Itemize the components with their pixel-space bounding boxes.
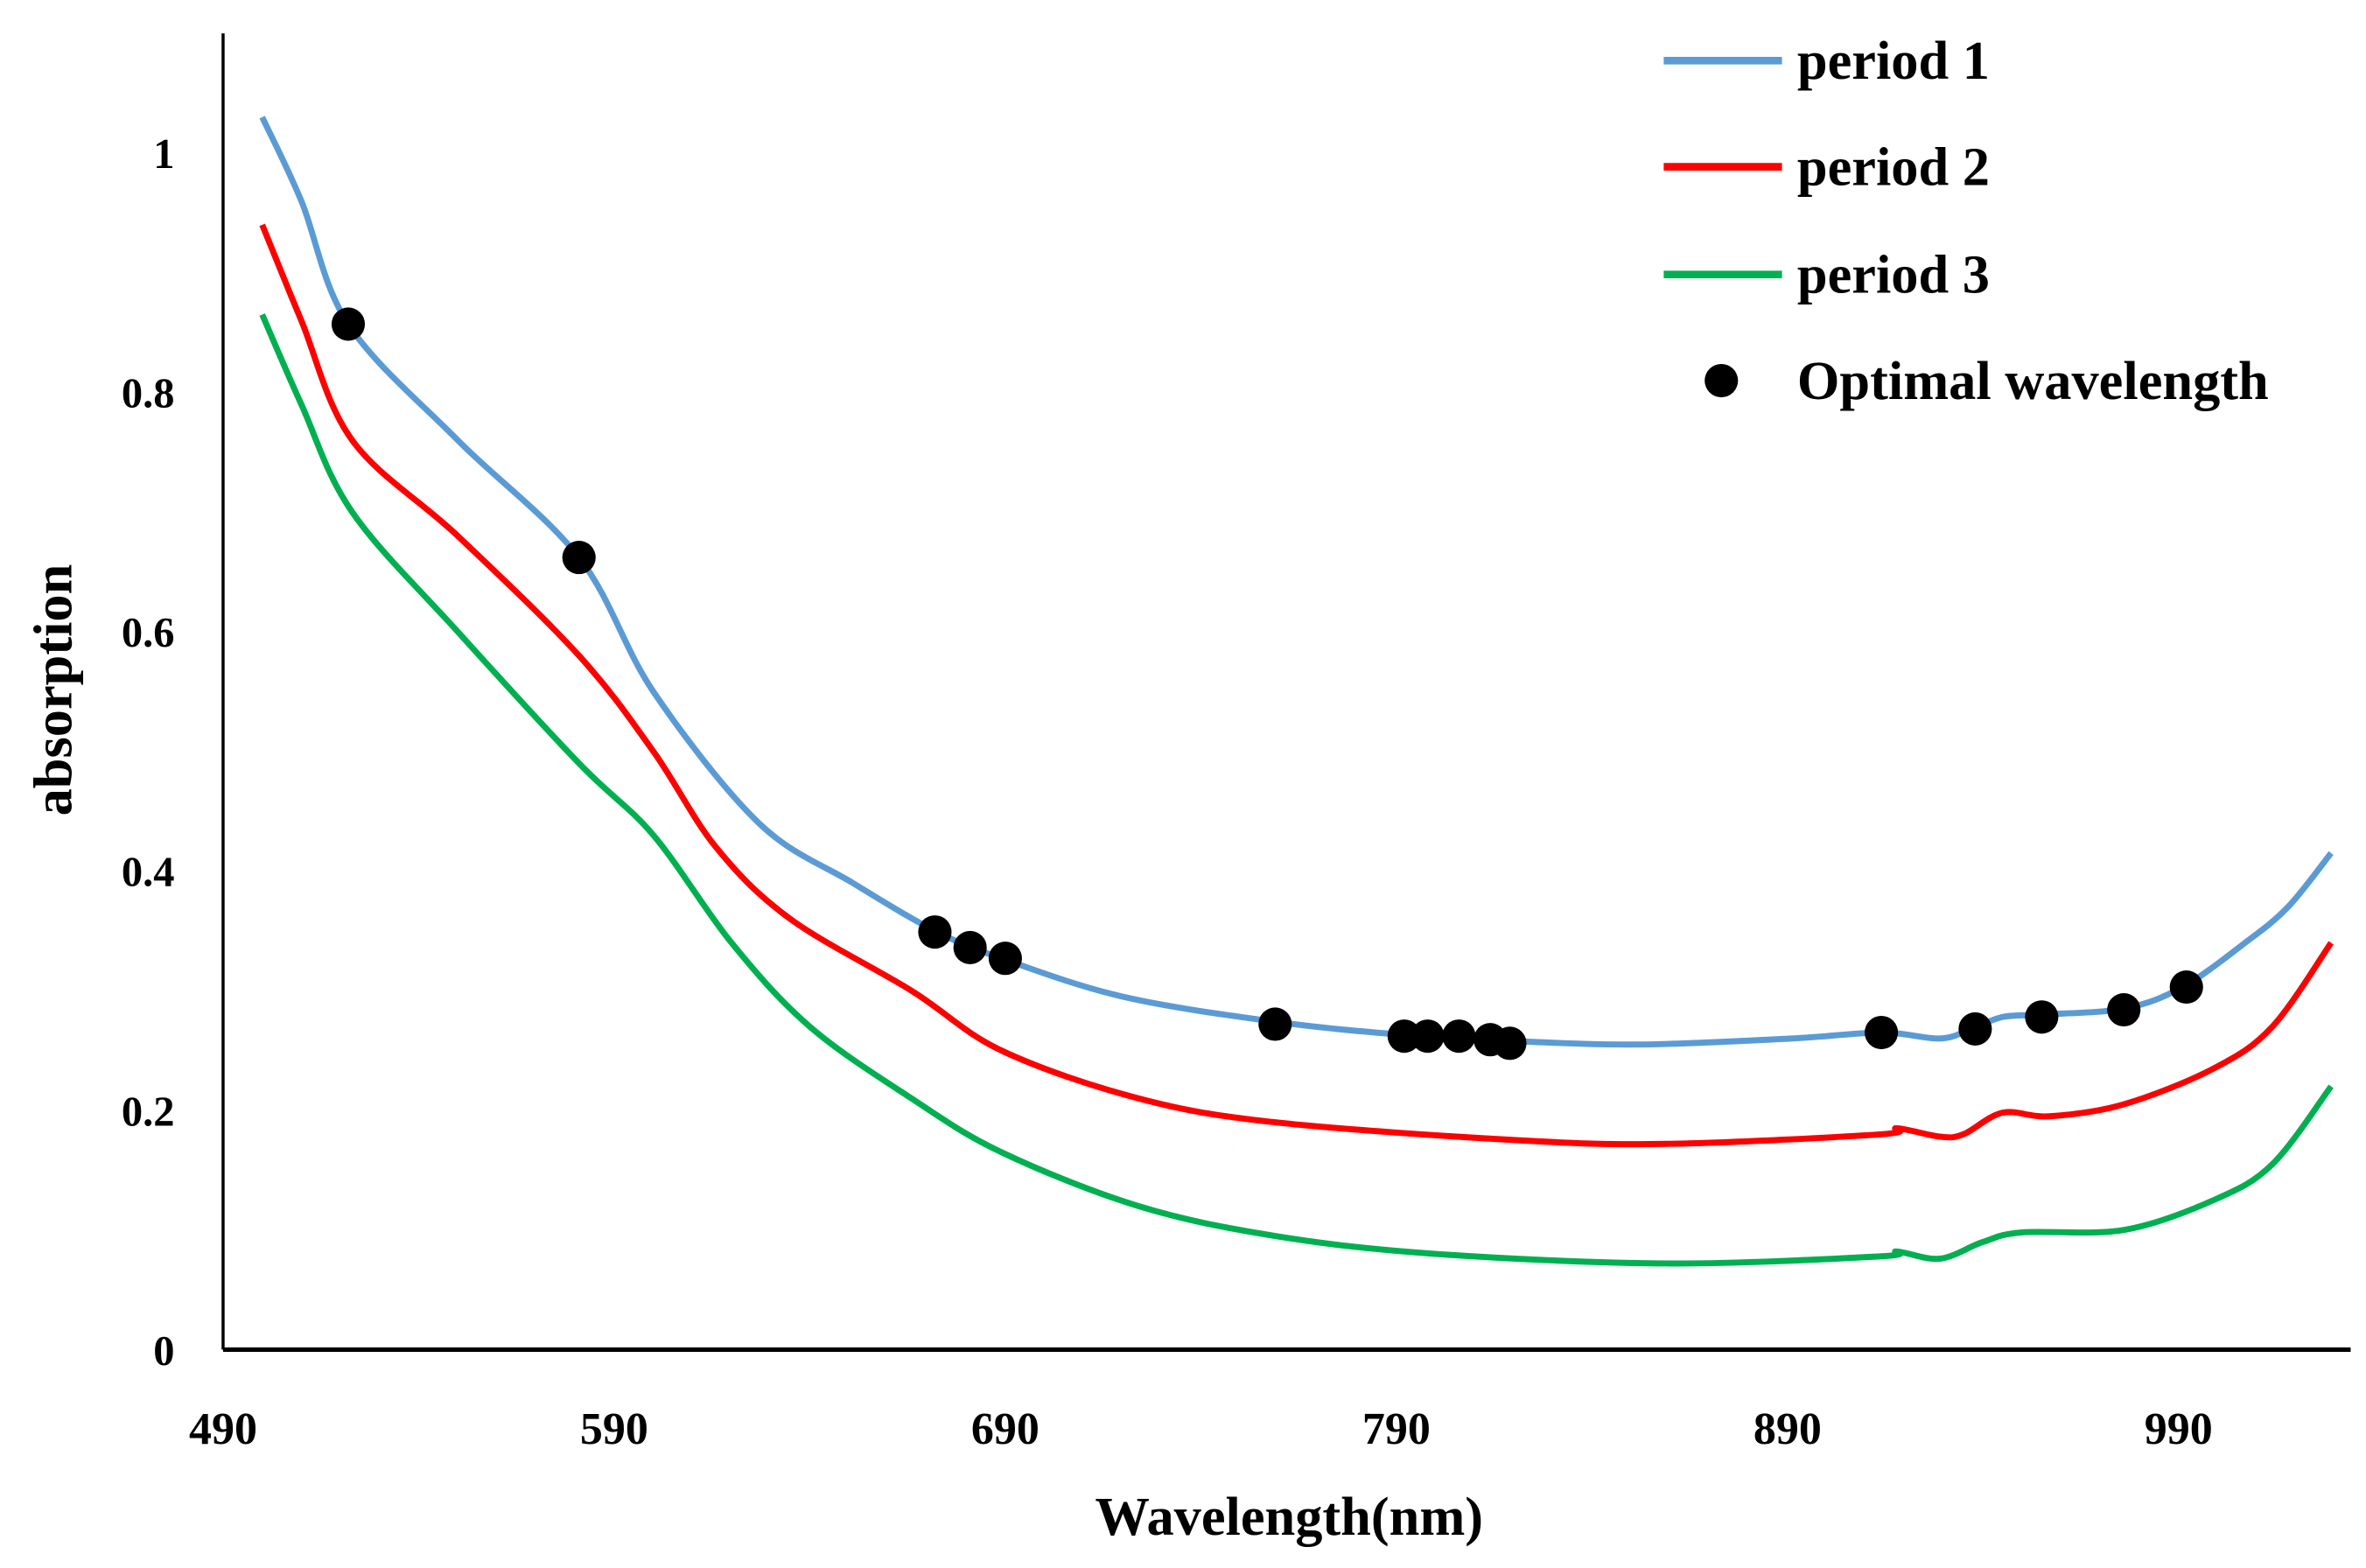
x-tick-label: 690	[971, 1404, 1040, 1454]
optimal-wavelength-point	[2107, 992, 2141, 1027]
optimal-wavelength-point	[1387, 1019, 1421, 1054]
y-tick-label: 0.2	[122, 1088, 175, 1135]
series-line-period-3	[259, 313, 2334, 1267]
legend-label: period 2	[1797, 136, 1990, 197]
optimal-wavelength-point	[1958, 1012, 1992, 1046]
x-axis-label: Wavelength(nm)	[1096, 1487, 1484, 1547]
optimal-wavelength-point	[953, 930, 987, 965]
y-tick-labels: 0 0.2 0.4 0.6 0.8 1	[122, 131, 175, 1375]
x-tick-label: 590	[580, 1404, 648, 1454]
legend-label: Optimal wavelength	[1797, 351, 2269, 411]
optimal-wavelength-point	[1410, 1019, 1445, 1054]
optimal-wavelength-point	[1442, 1019, 1476, 1054]
optimal-wavelength-point	[331, 307, 366, 341]
optimal-wavelength-point	[1258, 1007, 1292, 1041]
y-tick-label: 0	[153, 1328, 174, 1375]
x-tick-label: 890	[1754, 1404, 1822, 1454]
y-tick-label: 1	[153, 131, 174, 178]
optimal-wavelength-point	[1493, 1026, 1527, 1060]
legend: period 1 period 2 period 3 Optimal waveleng…	[1663, 31, 2269, 411]
legend-label: period 3	[1797, 244, 1990, 304]
series-line-period-2	[259, 223, 2334, 1148]
series-line-period-1	[259, 116, 2334, 1048]
x-tick-label: 990	[2145, 1404, 2213, 1454]
optimal-wavelength-point	[988, 942, 1022, 976]
legend-marker	[1704, 363, 1739, 398]
y-axis-label: absorption	[24, 564, 84, 816]
y-tick-label: 0.6	[122, 610, 175, 656]
plot-area	[259, 116, 2334, 1267]
y-tick-label: 0.8	[122, 371, 175, 417]
legend-label: period 1	[1797, 31, 1990, 91]
optimal-wavelength-point	[2025, 1000, 2059, 1034]
x-tick-label: 790	[1362, 1404, 1431, 1454]
optimal-wavelength-point	[1865, 1015, 1899, 1050]
optimal-wavelength-point	[2169, 970, 2203, 1004]
optimal-wavelength-point	[918, 915, 952, 949]
optimal-wavelength-point	[562, 541, 596, 575]
x-tick-label: 490	[189, 1404, 257, 1454]
x-tick-labels: 490 590 690 790 890 990	[189, 1404, 2213, 1454]
y-tick-label: 0.4	[122, 850, 175, 896]
